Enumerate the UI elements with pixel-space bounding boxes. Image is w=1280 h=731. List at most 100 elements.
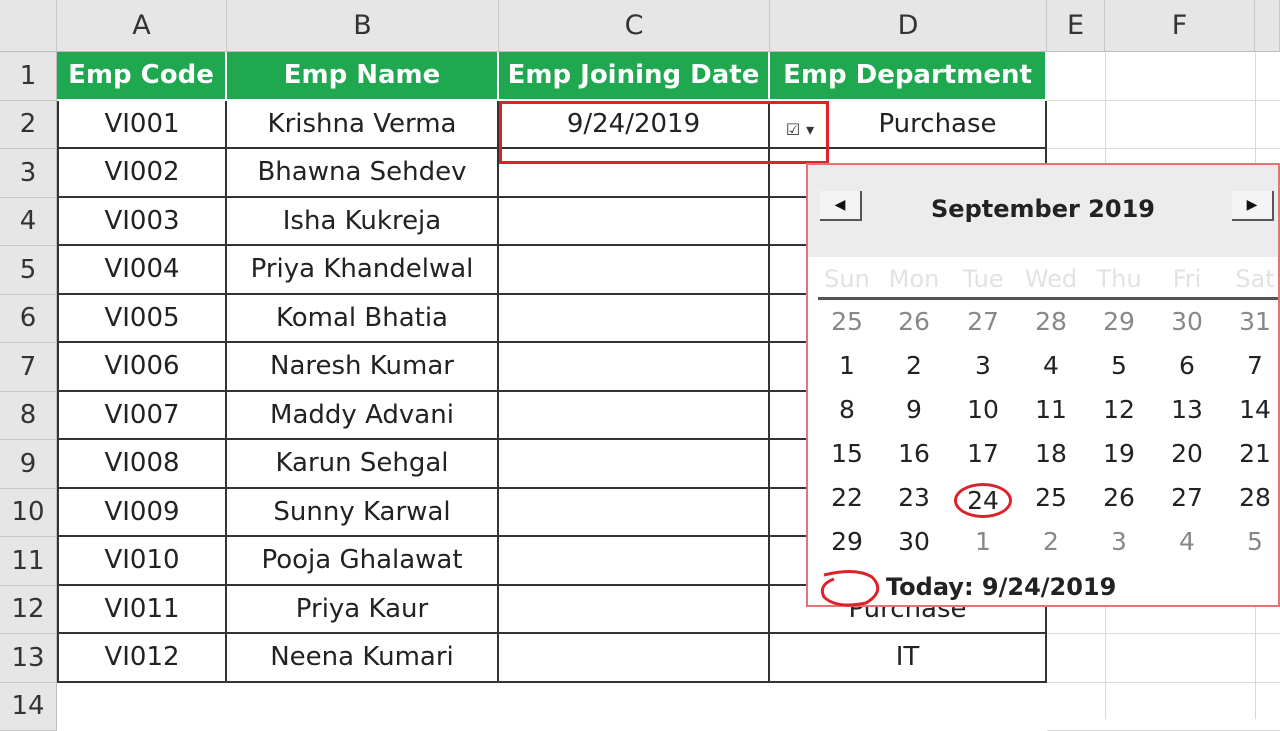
calendar-day[interactable]: 11	[1017, 395, 1085, 424]
cell-code[interactable]: VI011	[57, 586, 227, 635]
corner[interactable]	[0, 0, 57, 52]
cell-code[interactable]: VI012	[57, 634, 227, 683]
column-header-G[interactable]	[1255, 0, 1280, 52]
row-header-9[interactable]: 9	[0, 440, 57, 489]
calendar-day[interactable]: 18	[1017, 439, 1085, 468]
cell-code[interactable]: VI002	[57, 149, 227, 198]
cell-name[interactable]: Karun Sehgal	[227, 440, 499, 489]
calendar-day[interactable]: 24	[949, 483, 1017, 518]
cell-code[interactable]: VI007	[57, 392, 227, 441]
calendar-day[interactable]: 29	[813, 527, 881, 556]
calendar-day[interactable]: 27	[1153, 483, 1221, 512]
calendar-day[interactable]: 2	[880, 351, 948, 380]
calendar-day[interactable]: 2	[1017, 527, 1085, 556]
cell-date[interactable]	[499, 440, 770, 489]
cell-code[interactable]: VI006	[57, 343, 227, 392]
calendar-day[interactable]: 16	[880, 439, 948, 468]
cell-date[interactable]	[499, 295, 770, 344]
calendar-day[interactable]: 8	[813, 395, 881, 424]
row-header-7[interactable]: 7	[0, 343, 57, 392]
cell-name[interactable]: Neena Kumari	[227, 634, 499, 683]
calendar-day[interactable]: 23	[880, 483, 948, 512]
calendar-day[interactable]: 26	[1085, 483, 1153, 512]
calendar-day[interactable]: 1	[813, 351, 881, 380]
row-header-13[interactable]: 13	[0, 634, 57, 683]
cell-name[interactable]: Priya Khandelwal	[227, 246, 499, 295]
calendar-day[interactable]: 10	[949, 395, 1017, 424]
row-header-5[interactable]: 5	[0, 246, 57, 295]
calendar-day[interactable]: 6	[1153, 351, 1221, 380]
cell-name[interactable]: Isha Kukreja	[227, 198, 499, 247]
cell-name[interactable]: Krishna Verma	[227, 101, 499, 150]
row-header-8[interactable]: 8	[0, 392, 57, 441]
column-header-C[interactable]: C	[499, 0, 770, 52]
cell-name[interactable]: Naresh Kumar	[227, 343, 499, 392]
calendar-day[interactable]: 26	[880, 307, 948, 336]
row-header-2[interactable]: 2	[0, 101, 57, 150]
column-header-F[interactable]: F	[1105, 0, 1255, 52]
calendar-day[interactable]: 13	[1153, 395, 1221, 424]
calendar-day[interactable]: 5	[1221, 527, 1280, 556]
calendar-day[interactable]: 30	[880, 527, 948, 556]
cell-name[interactable]: Komal Bhatia	[227, 295, 499, 344]
calendar-day[interactable]: 7	[1221, 351, 1280, 380]
cell-code[interactable]: VI004	[57, 246, 227, 295]
calendar-day[interactable]: 29	[1085, 307, 1153, 336]
cell-code[interactable]: VI009	[57, 489, 227, 538]
cell-date[interactable]	[499, 198, 770, 247]
cell-name[interactable]: Sunny Karwal	[227, 489, 499, 538]
row-header-1[interactable]: 1	[0, 52, 57, 101]
calendar-day[interactable]: 28	[1017, 307, 1085, 336]
calendar-day[interactable]: 25	[813, 307, 881, 336]
row-header-10[interactable]: 10	[0, 489, 57, 538]
cell-date[interactable]	[499, 634, 770, 683]
calendar-day[interactable]: 4	[1017, 351, 1085, 380]
row-header-14[interactable]: 14	[0, 683, 57, 731]
calendar-day[interactable]: 3	[949, 351, 1017, 380]
row-header-3[interactable]: 3	[0, 149, 57, 198]
cell-code[interactable]: VI008	[57, 440, 227, 489]
cell-code[interactable]: VI005	[57, 295, 227, 344]
cell-name[interactable]: Maddy Advani	[227, 392, 499, 441]
cell-date[interactable]	[499, 537, 770, 586]
cell-code[interactable]: VI010	[57, 537, 227, 586]
calendar-day[interactable]: 5	[1085, 351, 1153, 380]
calendar-day[interactable]: 22	[813, 483, 881, 512]
calendar-day[interactable]: 20	[1153, 439, 1221, 468]
calendar-day[interactable]: 14	[1221, 395, 1280, 424]
date-picker-button[interactable]: ☑▾	[774, 112, 826, 146]
cell-name[interactable]: Pooja Ghalawat	[227, 537, 499, 586]
calendar-day[interactable]: 19	[1085, 439, 1153, 468]
row-header-11[interactable]: 11	[0, 537, 57, 586]
cell-dept[interactable]: IT	[770, 634, 1047, 683]
row-header-12[interactable]: 12	[0, 586, 57, 635]
cell-date[interactable]	[499, 392, 770, 441]
calendar-day[interactable]: 12	[1085, 395, 1153, 424]
calendar-day[interactable]: 31	[1221, 307, 1280, 336]
next-month-button[interactable]: ▶	[1232, 191, 1274, 221]
calendar-day[interactable]: 4	[1153, 527, 1221, 556]
header-cell[interactable]: Emp Code	[57, 52, 227, 101]
selected-day[interactable]: 24	[954, 483, 1012, 518]
column-header-A[interactable]: A	[57, 0, 227, 52]
calendar-day[interactable]: 15	[813, 439, 881, 468]
calendar-day[interactable]: 25	[1017, 483, 1085, 512]
cell-code[interactable]: VI001	[57, 101, 227, 150]
header-cell[interactable]: Emp Department	[770, 52, 1047, 101]
column-header-D[interactable]: D	[770, 0, 1047, 52]
cell-name[interactable]: Bhawna Sehdev	[227, 149, 499, 198]
header-cell[interactable]: Emp Name	[227, 52, 499, 101]
cell-code[interactable]: VI003	[57, 198, 227, 247]
calendar-day[interactable]: 1	[949, 527, 1017, 556]
calendar-day[interactable]: 17	[949, 439, 1017, 468]
header-cell[interactable]: Emp Joining Date	[499, 52, 770, 101]
calendar-day[interactable]: 3	[1085, 527, 1153, 556]
cell-date[interactable]	[499, 343, 770, 392]
row-header-4[interactable]: 4	[0, 198, 57, 247]
today-link[interactable]: Today: 9/24/2019	[886, 573, 1116, 601]
column-header-E[interactable]: E	[1047, 0, 1105, 52]
row-header-6[interactable]: 6	[0, 295, 57, 344]
cell-date[interactable]	[499, 586, 770, 635]
cell-date[interactable]	[499, 489, 770, 538]
column-header-B[interactable]: B	[227, 0, 499, 52]
